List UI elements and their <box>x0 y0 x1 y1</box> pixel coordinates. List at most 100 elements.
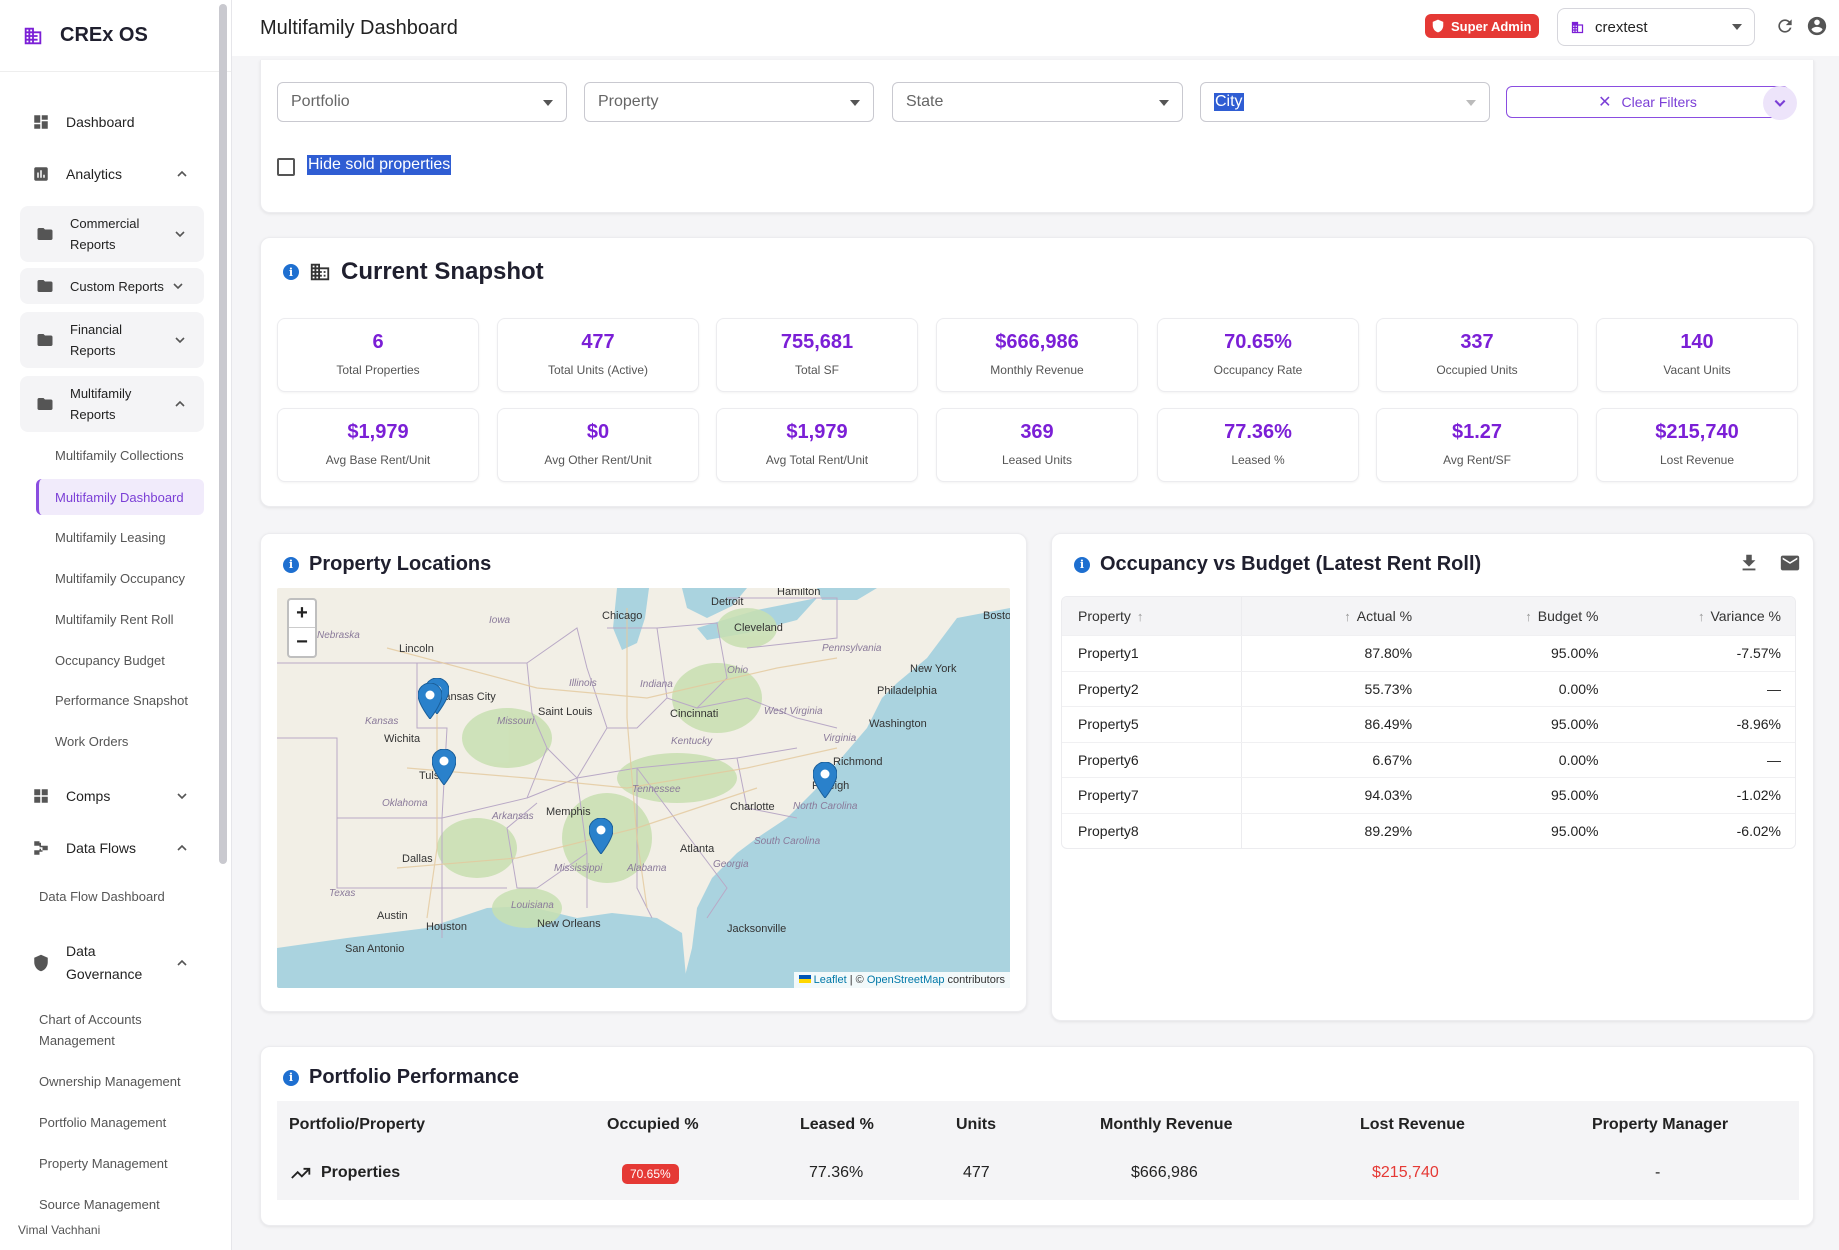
column-header: Occupied % <box>607 1116 699 1133</box>
info-icon[interactable]: i <box>283 1069 299 1086</box>
column-header-actual[interactable]: ↑ Actual % <box>1242 608 1427 624</box>
admin-shield-icon <box>1432 19 1444 33</box>
sidebar-item-dashboard[interactable]: Dashboard <box>20 110 204 134</box>
sidebar-item-data-flow-dashboard[interactable]: Data Flow Dashboard <box>39 889 165 904</box>
map-state-label: Missouri <box>497 716 535 727</box>
sidebar-item-multifamily-dashboard[interactable]: Multifamily Dashboard <box>36 479 204 515</box>
table-cell: -1.02% <box>1736 787 1781 804</box>
property-select-placeholder: Property <box>598 93 659 110</box>
map-marker-icon[interactable] <box>589 818 613 854</box>
lost-revenue-value: $215,740 <box>1372 1164 1439 1181</box>
table-cell: 95.00% <box>1551 787 1599 804</box>
sidebar-item-multifamily-leasing[interactable]: Multifamily Leasing <box>55 529 166 545</box>
state-select[interactable]: State <box>892 82 1183 122</box>
sidebar-item-occupancy-budget[interactable]: Occupancy Budget <box>55 652 165 668</box>
sidebar-item-comps[interactable]: Comps <box>20 784 204 808</box>
occupancy-title-text: Occupancy vs Budget (Latest Rent Roll) <box>1100 553 1482 575</box>
map-city-label: Saint Louis <box>538 706 593 718</box>
chevron-down-icon <box>175 231 185 238</box>
sidebar-item-analytics[interactable]: Analytics <box>20 162 204 186</box>
map-marker-icon[interactable] <box>432 749 456 785</box>
table-row[interactable]: Property5 86.49% 95.00% -8.96% <box>1062 706 1795 742</box>
sidebar-item-label: Comps <box>66 788 111 804</box>
kpi-value: 369 <box>1020 421 1054 443</box>
sidebar-item-multifamily-collections[interactable]: Multifamily Collections <box>55 447 184 463</box>
sidebar-item-multifamily-occupancy[interactable]: Multifamily Occupancy <box>55 570 186 586</box>
refresh-icon[interactable] <box>1775 16 1795 36</box>
chevron-up-icon <box>177 170 187 177</box>
sidebar-group-custom-reports[interactable]: Custom Reports <box>20 268 204 304</box>
sidebar-item-property-management[interactable]: Property Management <box>39 1156 168 1171</box>
zoom-control: + − <box>287 598 317 658</box>
gulf-of-mexico <box>277 906 687 988</box>
clear-filters-label: Clear Filters <box>1621 94 1697 110</box>
city-select[interactable]: City <box>1200 82 1490 122</box>
kpi-value: 477 <box>581 331 615 353</box>
account-icon[interactable] <box>1806 15 1828 37</box>
table-row[interactable]: Property6 6.67% 0.00% — <box>1062 741 1795 777</box>
sidebar-group-commercial-reports[interactable]: Commercial Reports <box>20 206 204 262</box>
map-marker-icon[interactable] <box>418 683 442 719</box>
sidebar-item-chart-of-accounts[interactable]: Chart of Accounts Management <box>39 1009 219 1051</box>
table-row[interactable]: Property8 89.29% 95.00% -6.02% <box>1062 812 1795 848</box>
clear-filters-button[interactable]: ✕ Clear Filters <box>1506 86 1789 118</box>
table-cell: Property8 <box>1062 813 1242 848</box>
folder-icon <box>37 280 53 292</box>
table-row[interactable]: Property1 87.80% 95.00% -7.57% <box>1062 635 1795 671</box>
column-header-variance[interactable]: ↑ Variance % <box>1613 608 1796 624</box>
kpi-label: Monthly Revenue <box>990 363 1084 377</box>
role-badge-label: Super Admin <box>1451 18 1532 34</box>
sidebar-item-ownership-management[interactable]: Ownership Management <box>39 1074 181 1089</box>
column-header-property[interactable]: Property ↑ <box>1062 597 1242 635</box>
info-icon[interactable]: i <box>283 264 299 280</box>
forest-patch <box>492 888 562 928</box>
zoom-in-button[interactable]: + <box>289 600 315 628</box>
email-icon[interactable] <box>1779 552 1801 574</box>
property-select[interactable]: Property <box>584 82 874 122</box>
user-name[interactable]: Vimal Vachhani <box>18 1223 101 1237</box>
chevron-down-icon <box>175 337 185 344</box>
table-row[interactable]: Property7 94.03% 95.00% -1.02% <box>1062 777 1795 813</box>
sidebar-item-portfolio-management[interactable]: Portfolio Management <box>39 1115 167 1130</box>
sidebar-scrollbar[interactable] <box>219 4 227 864</box>
sidebar-group-multifamily-reports[interactable]: Multifamily Reports <box>20 376 204 432</box>
map-marker-icon[interactable] <box>813 762 837 798</box>
osm-link[interactable]: OpenStreetMap <box>866 974 945 986</box>
kpi-value: 6 <box>372 331 384 353</box>
table-row[interactable]: Property2 55.73% 0.00% — <box>1062 670 1795 706</box>
download-icon[interactable] <box>1738 552 1760 574</box>
brand[interactable]: CREx OS <box>0 0 231 72</box>
column-header-budget[interactable]: ↑ Budget % <box>1426 608 1612 624</box>
sort-arrow-icon: ↑ <box>1344 609 1351 624</box>
info-icon[interactable]: i <box>1074 556 1090 573</box>
caret-down-icon <box>1159 100 1169 106</box>
lake-michigan <box>613 588 649 650</box>
portfolio-select[interactable]: Portfolio <box>277 82 567 122</box>
building-icon <box>1571 21 1584 33</box>
sidebar-item-data-governance[interactable]: Data Governance <box>20 940 204 986</box>
sidebar-item-work-orders[interactable]: Work Orders <box>55 733 129 749</box>
state-border <box>636 767 728 919</box>
occupancy-title: i Occupancy vs Budget (Latest Rent Roll) <box>1074 553 1481 576</box>
kpi-card: 6 Total Properties <box>277 318 479 392</box>
zoom-out-button[interactable]: − <box>296 630 308 653</box>
info-icon[interactable]: i <box>283 556 299 573</box>
table-cell: — <box>1767 751 1781 768</box>
kpi-label: Occupancy Rate <box>1213 363 1303 377</box>
forest-patch <box>672 663 762 733</box>
kpi-value: $666,986 <box>995 331 1079 353</box>
property-map[interactable]: Hamilton Detroit Chicago Cleveland New York B… <box>277 588 1010 988</box>
sidebar-item-source-management[interactable]: Source Management <box>39 1197 160 1212</box>
tenant-select[interactable]: crextest <box>1557 8 1755 46</box>
map-city-label: Hamilton <box>777 588 821 598</box>
leaflet-link[interactable]: Leaflet <box>813 974 847 986</box>
hide-sold-checkbox[interactable] <box>277 158 295 176</box>
table-cell: Property6 <box>1062 742 1242 777</box>
kpi-label: Avg Other Rent/Unit <box>544 453 652 467</box>
map-state-label: Iowa <box>489 615 511 626</box>
sidebar-item-performance-snapshot[interactable]: Performance Snapshot <box>55 692 188 708</box>
sidebar-group-financial-reports[interactable]: Financial Reports <box>20 312 204 368</box>
sidebar-item-multifamily-rent-roll[interactable]: Multifamily Rent Roll <box>55 611 174 627</box>
sidebar-item-data-flows[interactable]: Data Flows <box>20 836 204 860</box>
expand-filters-button[interactable] <box>1763 86 1797 120</box>
